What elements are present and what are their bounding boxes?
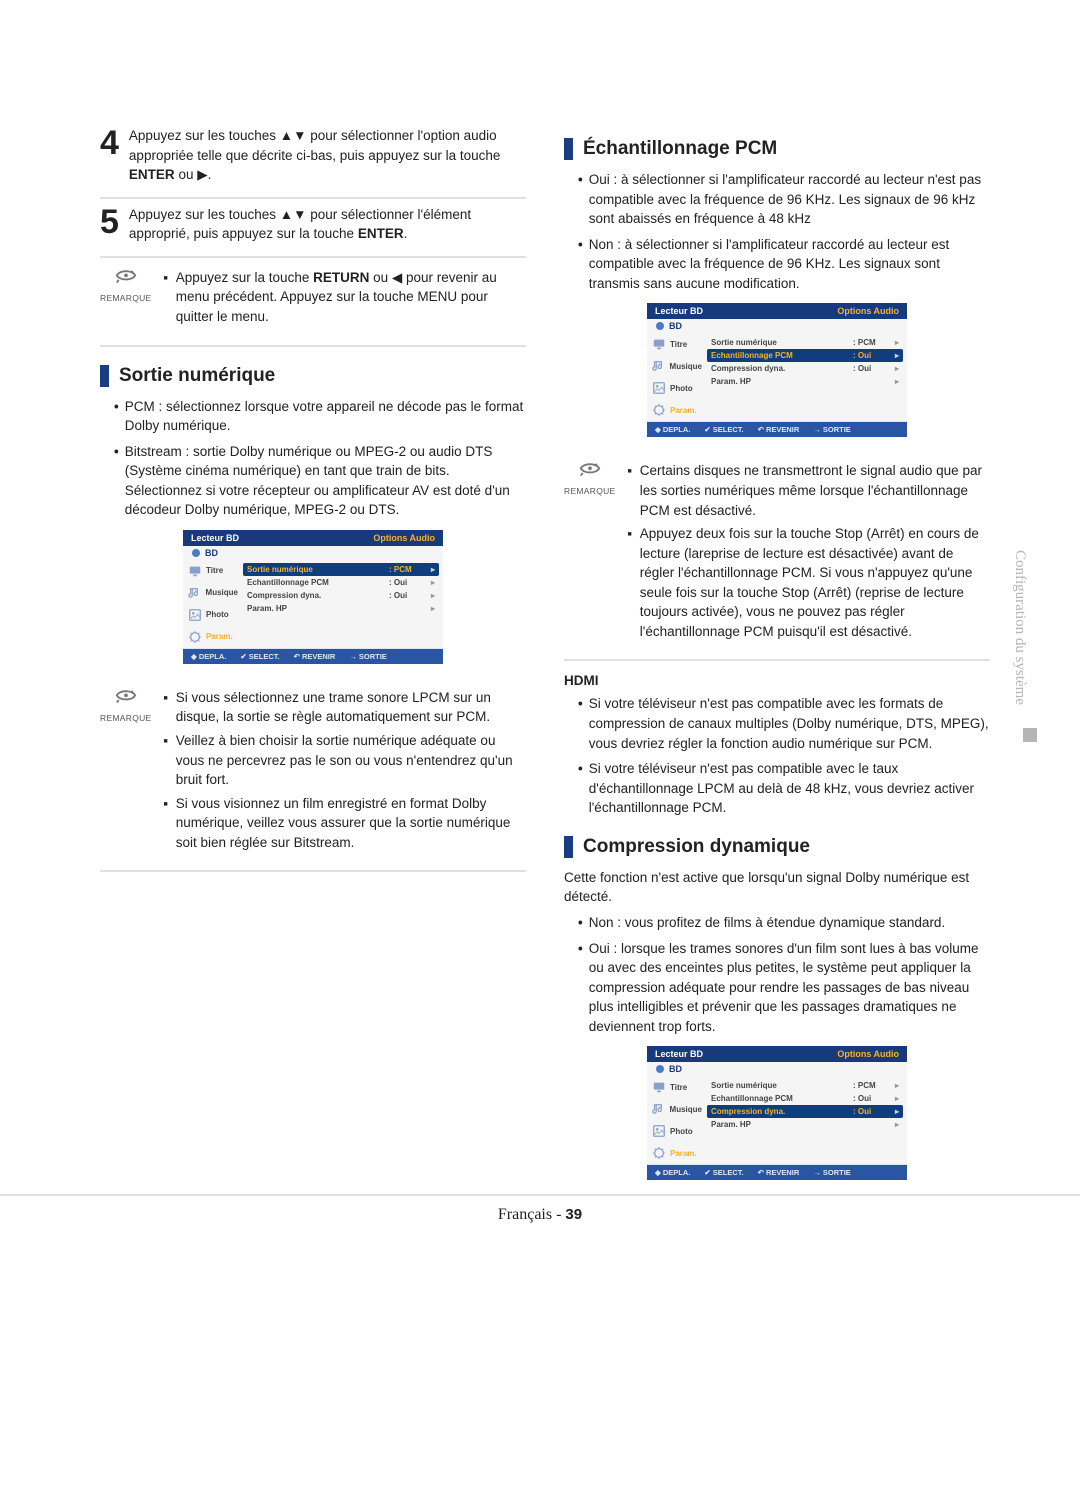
heading-text: Sortie numérique	[119, 365, 275, 387]
note-block-echant: REMARQUE Certains disques ne transmettro…	[564, 451, 990, 661]
note-list: Si vous sélectionnez une trame sonore LP…	[164, 688, 526, 857]
sortie-bullets: PCM : sélectionnez lorsque votre apparei…	[100, 397, 526, 520]
hdmi-subheading: HDMI	[564, 673, 990, 688]
heading-bar	[564, 138, 573, 160]
heading-bar	[564, 836, 573, 858]
step-text: Appuyez sur les touches ▲▼ pour sélectio…	[129, 205, 526, 244]
comp-intro: Cette fonction n'est active que lorsqu'u…	[564, 868, 990, 907]
note-list: Certains disques ne transmettront le sig…	[628, 461, 990, 645]
footer-page: 39	[565, 1206, 582, 1223]
side-tab: Configuration du système	[1011, 550, 1028, 705]
step-number: 4	[100, 126, 119, 160]
step-text: Appuyez sur les touches ▲▼ pour sélectio…	[129, 126, 526, 185]
note-icon: REMARQUE	[100, 688, 152, 723]
heading-sortie: Sortie numérique	[100, 365, 526, 387]
heading-text: Compression dynamique	[583, 836, 810, 858]
screenshot-comp: Lecteur BDOptions Audio BD TitreMusiqueP…	[564, 1046, 990, 1180]
page-footer: Français - 39	[0, 1194, 1080, 1224]
left-column: 4 Appuyez sur les touches ▲▼ pour sélect…	[100, 120, 526, 1194]
note-list: Appuyez sur la touche RETURN ou ◀ pour r…	[164, 268, 526, 331]
note-label: REMARQUE	[100, 713, 152, 723]
note-icon: REMARQUE	[100, 268, 152, 303]
note-label: REMARQUE	[564, 486, 616, 496]
step-4: 4 Appuyez sur les touches ▲▼ pour sélect…	[100, 120, 526, 199]
right-column: Échantillonnage PCM Oui : à sélectionner…	[564, 120, 990, 1194]
hdmi-bullets: Si votre téléviseur n'est pas compatible…	[564, 694, 990, 817]
note-block: REMARQUE Appuyez sur la touche RETURN ou…	[100, 258, 526, 347]
heading-comp: Compression dynamique	[564, 836, 990, 858]
step-5: 5 Appuyez sur les touches ▲▼ pour sélect…	[100, 199, 526, 258]
heading-text: Échantillonnage PCM	[583, 138, 777, 160]
screenshot-echant: Lecteur BDOptions Audio BD TitreMusiqueP…	[564, 303, 990, 437]
note-block-sortie: REMARQUE Si vous sélectionnez une trame …	[100, 678, 526, 873]
footer-lang: Français	[498, 1206, 552, 1223]
side-tab-marker	[1023, 728, 1037, 742]
comp-bullets: Non : vous profitez de films à étendue d…	[564, 913, 990, 1036]
heading-echant: Échantillonnage PCM	[564, 138, 990, 160]
echant-bullets: Oui : à sélectionner si l'amplificateur …	[564, 170, 990, 293]
screenshot-sortie: Lecteur BDOptions Audio BD TitreMusiqueP…	[100, 530, 526, 664]
footer-sep: -	[552, 1206, 565, 1223]
note-icon: REMARQUE	[564, 461, 616, 496]
note-label: REMARQUE	[100, 293, 152, 303]
step-number: 5	[100, 205, 119, 239]
heading-bar	[100, 365, 109, 387]
